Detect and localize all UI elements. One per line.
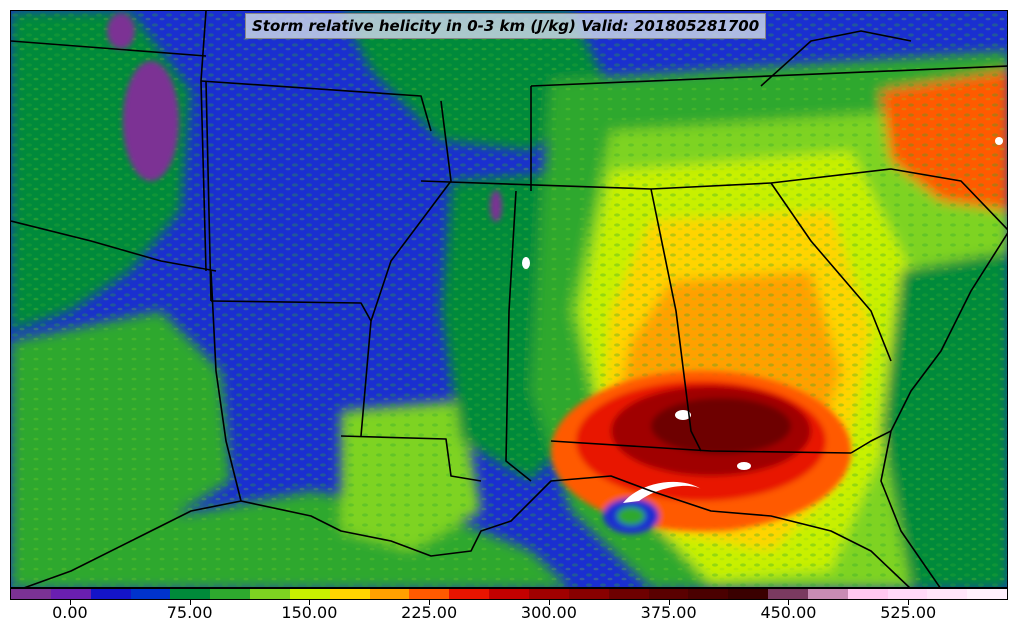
colorbar-label: 525.00 <box>880 603 937 622</box>
border-ga-fl <box>850 430 892 454</box>
border-ar-la <box>210 300 372 437</box>
border-nc <box>770 168 1007 231</box>
peak-spot-4 <box>522 257 530 269</box>
colorbar-segment <box>967 589 1008 599</box>
border-ky-va <box>760 30 912 87</box>
peak-spot-1 <box>675 410 691 420</box>
border-fl-al <box>550 440 852 454</box>
eye-wall-white <box>623 481 701 503</box>
colorbar-ticks <box>10 600 1008 608</box>
colorbar-segment <box>887 589 928 599</box>
coastline-gulf <box>24 475 911 587</box>
colorbar-segment <box>130 589 171 599</box>
colorbar-labels: 0.00 75.00 150.00 225.00 300.00 375.00 450.00 5… <box>10 603 1008 627</box>
neg-patch-3 <box>490 190 502 222</box>
coastline-atlantic <box>880 232 1007 587</box>
border-mo-north <box>200 80 432 132</box>
colorbar-tick <box>788 600 790 605</box>
neg-patch-1 <box>123 61 179 181</box>
colorbar-segment <box>728 589 769 599</box>
colorbar-segment <box>210 589 251 599</box>
core-center-green <box>617 507 645 525</box>
colorbar-tick <box>548 600 550 605</box>
colorbar-segment <box>409 589 450 599</box>
colorbar-segment <box>90 589 131 599</box>
core-maroon <box>651 398 791 454</box>
colorbar-segment <box>289 589 330 599</box>
colorbar-segment <box>50 589 91 599</box>
colorbar-segment <box>11 589 51 599</box>
colorbar-segment <box>688 589 729 599</box>
colorbar-tick <box>309 600 311 605</box>
colorbar-tick <box>429 600 431 605</box>
border-ks-ok <box>11 40 207 57</box>
colorbar-label: 450.00 <box>760 603 817 622</box>
colorbar-label: 300.00 <box>520 603 577 622</box>
border-tn-ky <box>530 65 1007 87</box>
negative-patches <box>107 13 502 222</box>
peak-spot-2 <box>737 462 751 470</box>
border-ms-al <box>505 190 532 482</box>
colorbar-label: 150.00 <box>281 603 338 622</box>
colorbar-segment <box>568 589 609 599</box>
colorbar-label: 225.00 <box>401 603 458 622</box>
border-ar-top <box>205 80 212 302</box>
colorbar-tick <box>69 600 71 605</box>
colorbar-segment <box>847 589 888 599</box>
colorbar-tick <box>189 600 191 605</box>
colorbar-segment <box>170 589 211 599</box>
border-ms-river <box>370 100 452 322</box>
state-borders <box>11 11 1007 587</box>
colorbar <box>10 588 1008 600</box>
colorbar-segment <box>329 589 370 599</box>
colorbar-segment <box>369 589 410 599</box>
colorbar-segment <box>489 589 529 599</box>
map-title: Storm relative helicity in 0-3 km (J/kg)… <box>245 13 767 39</box>
colorbar-label: 75.00 <box>166 603 213 622</box>
border-tx-la <box>210 270 242 502</box>
colorbar-segment <box>250 589 290 599</box>
colorbar-segment <box>449 589 490 599</box>
colorbar-segment <box>768 589 808 599</box>
border-la-south <box>340 435 482 482</box>
border-al-ga <box>650 188 702 452</box>
colorbar-tick <box>668 600 670 605</box>
colorbar-segment <box>927 589 968 599</box>
colorbar-label: 375.00 <box>640 603 697 622</box>
border-ok-tx <box>11 220 217 272</box>
border-ga-sc <box>770 182 892 362</box>
colorbar-segment <box>608 589 649 599</box>
colorbar-label: 0.00 <box>52 603 88 622</box>
neg-patch-2 <box>107 13 135 49</box>
map-panel <box>10 10 1008 588</box>
peak-spot-5 <box>995 137 1003 145</box>
colorbar-tick <box>908 600 910 605</box>
colorbar-segment <box>528 589 569 599</box>
helicity-map <box>11 11 1007 587</box>
colorbar-segment <box>807 589 848 599</box>
colorbar-segment <box>648 589 689 599</box>
